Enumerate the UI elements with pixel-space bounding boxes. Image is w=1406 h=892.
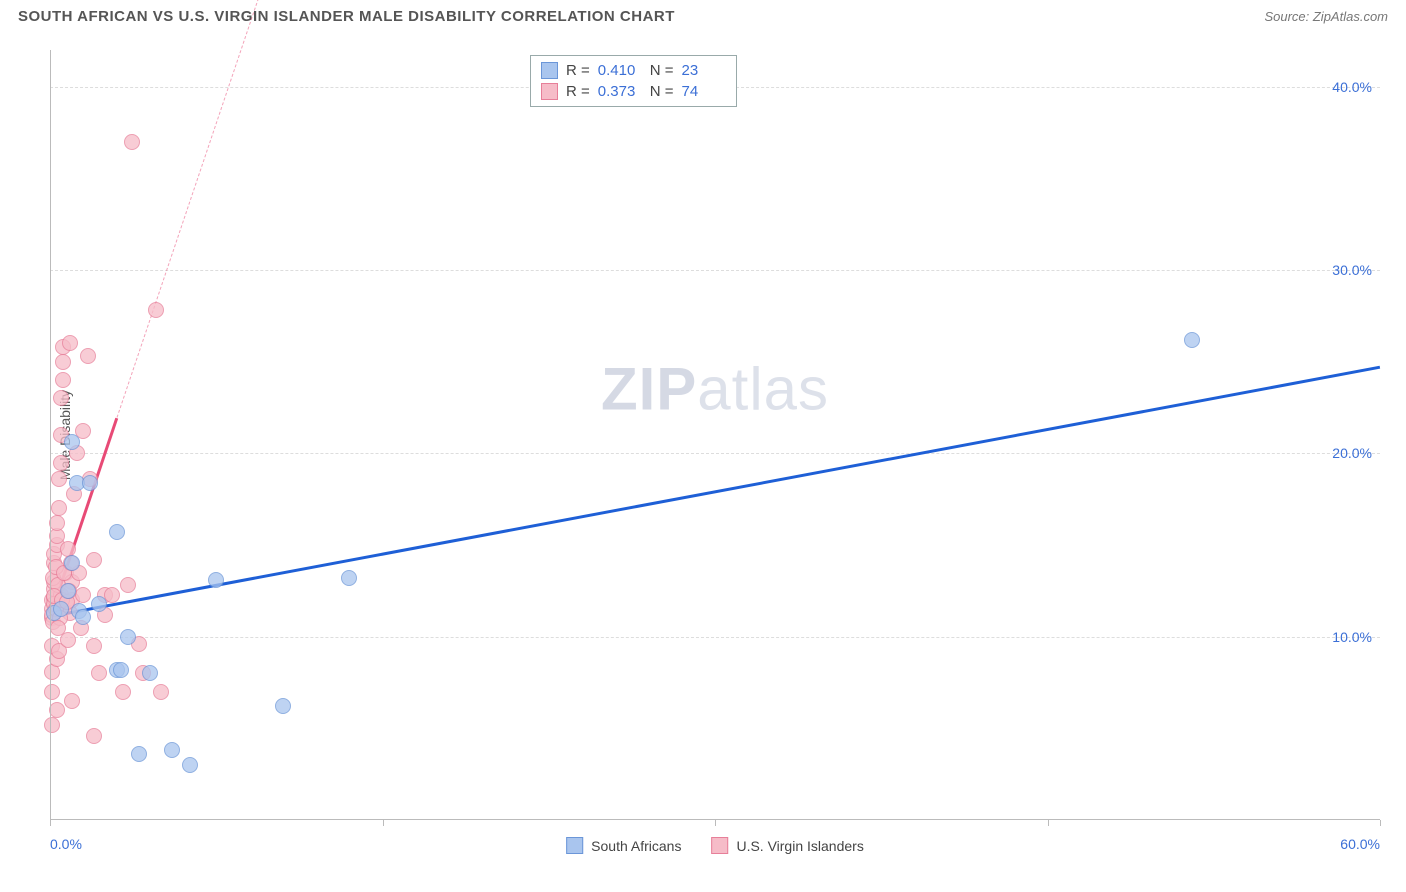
- x-tick: [1048, 820, 1049, 826]
- y-tick-label: 20.0%: [1332, 445, 1372, 461]
- x-tick: [715, 820, 716, 826]
- data-point: [82, 475, 98, 491]
- chart-area: Male Disability ZIPatlas 10.0%20.0%30.0%…: [50, 50, 1380, 820]
- swatch-series2: [541, 83, 558, 100]
- data-point: [50, 620, 66, 636]
- swatch-series2-bottom: [711, 837, 728, 854]
- data-point: [120, 577, 136, 593]
- legend-correlation: R = 0.410 N = 23 R = 0.373 N = 74: [530, 55, 737, 107]
- x-tick-label: 0.0%: [50, 836, 82, 852]
- trend-line: [116, 0, 383, 417]
- legend-n-label: N =: [650, 83, 674, 100]
- data-point: [53, 390, 69, 406]
- data-point: [113, 662, 129, 678]
- legend-label-2: U.S. Virgin Islanders: [736, 838, 863, 854]
- data-point: [104, 587, 120, 603]
- data-point: [51, 500, 67, 516]
- x-tick: [383, 820, 384, 826]
- legend-r-label: R =: [566, 83, 590, 100]
- legend-item-1: South Africans: [566, 837, 681, 854]
- data-point: [60, 632, 76, 648]
- data-point: [64, 693, 80, 709]
- grid-line: [50, 453, 1380, 454]
- data-point: [51, 471, 67, 487]
- swatch-series1-bottom: [566, 837, 583, 854]
- y-tick-label: 40.0%: [1332, 79, 1372, 95]
- chart-source: Source: ZipAtlas.com: [1264, 9, 1388, 24]
- data-point: [1184, 332, 1200, 348]
- data-point: [148, 302, 164, 318]
- legend-r-label: R =: [566, 62, 590, 79]
- data-point: [55, 354, 71, 370]
- data-point: [44, 717, 60, 733]
- legend-row-series2: R = 0.373 N = 74: [541, 81, 726, 102]
- data-point: [60, 583, 76, 599]
- plot-surface: 10.0%20.0%30.0%40.0%0.0%60.0%: [50, 50, 1380, 820]
- data-point: [153, 684, 169, 700]
- data-point: [86, 638, 102, 654]
- data-point: [182, 757, 198, 773]
- data-point: [49, 702, 65, 718]
- data-point: [75, 587, 91, 603]
- data-point: [124, 134, 140, 150]
- data-point: [341, 570, 357, 586]
- data-point: [115, 684, 131, 700]
- legend-r-value-2: 0.373: [598, 83, 642, 100]
- data-point: [75, 609, 91, 625]
- chart-header: SOUTH AFRICAN VS U.S. VIRGIN ISLANDER MA…: [0, 0, 1406, 29]
- data-point: [60, 541, 76, 557]
- x-axis: [50, 819, 1380, 820]
- data-point: [53, 601, 69, 617]
- grid-line: [50, 270, 1380, 271]
- trend-line: [50, 365, 1380, 617]
- data-point: [120, 629, 136, 645]
- y-tick-label: 10.0%: [1332, 629, 1372, 645]
- data-point: [53, 455, 69, 471]
- chart-title: SOUTH AFRICAN VS U.S. VIRGIN ISLANDER MA…: [18, 8, 675, 25]
- legend-row-series1: R = 0.410 N = 23: [541, 60, 726, 81]
- data-point: [109, 524, 125, 540]
- x-tick: [50, 820, 51, 826]
- data-point: [142, 665, 158, 681]
- data-point: [64, 555, 80, 571]
- data-point: [275, 698, 291, 714]
- legend-item-2: U.S. Virgin Islanders: [711, 837, 863, 854]
- data-point: [55, 372, 71, 388]
- data-point: [86, 552, 102, 568]
- data-point: [64, 434, 80, 450]
- grid-line: [50, 637, 1380, 638]
- data-point: [44, 684, 60, 700]
- y-axis: [50, 50, 51, 820]
- legend-r-value-1: 0.410: [598, 62, 642, 79]
- x-tick-label: 60.0%: [1340, 836, 1380, 852]
- data-point: [164, 742, 180, 758]
- data-point: [49, 515, 65, 531]
- legend-n-value-1: 23: [682, 62, 726, 79]
- legend-n-value-2: 74: [682, 83, 726, 100]
- legend-series: South Africans U.S. Virgin Islanders: [566, 837, 864, 854]
- legend-label-1: South Africans: [591, 838, 681, 854]
- data-point: [131, 746, 147, 762]
- data-point: [80, 348, 96, 364]
- x-tick: [1380, 820, 1381, 826]
- legend-n-label: N =: [650, 62, 674, 79]
- data-point: [86, 728, 102, 744]
- data-point: [91, 596, 107, 612]
- swatch-series1: [541, 62, 558, 79]
- data-point: [91, 665, 107, 681]
- y-tick-label: 30.0%: [1332, 262, 1372, 278]
- data-point: [62, 335, 78, 351]
- data-point: [208, 572, 224, 588]
